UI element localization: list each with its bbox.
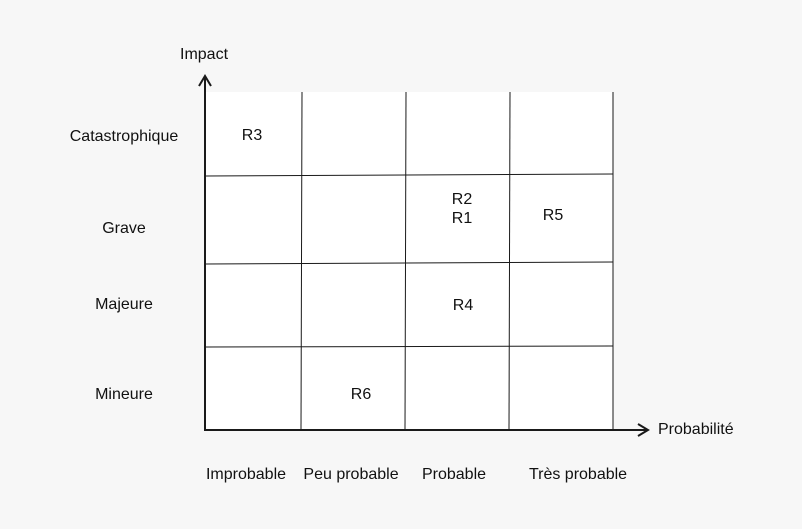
probability-label-tres-probable: Très probable [528,466,628,483]
risk-label: R4 [452,297,474,314]
matrix-grid-background [205,92,613,430]
grid-line-v1 [300,91,303,431]
risk-label: R2 [451,191,473,208]
risk-label: R6 [350,386,372,403]
x-axis-title: Probabilité [658,421,734,438]
impact-label-grave: Grave [102,220,146,237]
probability-label-peu-probable: Peu probable [303,466,399,483]
x-axis-arrow [637,423,650,437]
probability-label-improbable: Improbable [205,466,287,483]
y-axis-title: Impact [180,46,229,63]
grid-line-h2 [204,261,614,265]
risk-cell-grave-tres-probable: R5 [523,206,583,225]
impact-label-mineure: Mineure [95,386,153,403]
y-axis-arrow [198,74,212,87]
impact-label-catastrophique: Catastrophique [69,128,179,145]
grid-line-h3 [204,345,614,348]
risk-cell-grave-probable: R2 R1 [432,190,492,228]
impact-label-majeure: Majeure [95,296,153,313]
grid-line-v3 [508,91,511,431]
probability-label-probable: Probable [421,466,487,483]
grid-line-h1 [204,173,614,177]
risk-cell-mineure-peu-probable: R6 [331,385,391,404]
grid-line-v2 [404,91,407,431]
risk-cell-majeure-probable: R4 [433,296,493,315]
risk-label: R1 [451,210,473,227]
risk-cell-catastrophique-improbable: R3 [222,126,282,145]
risk-label: R5 [542,207,564,224]
risk-label: R3 [241,127,263,144]
